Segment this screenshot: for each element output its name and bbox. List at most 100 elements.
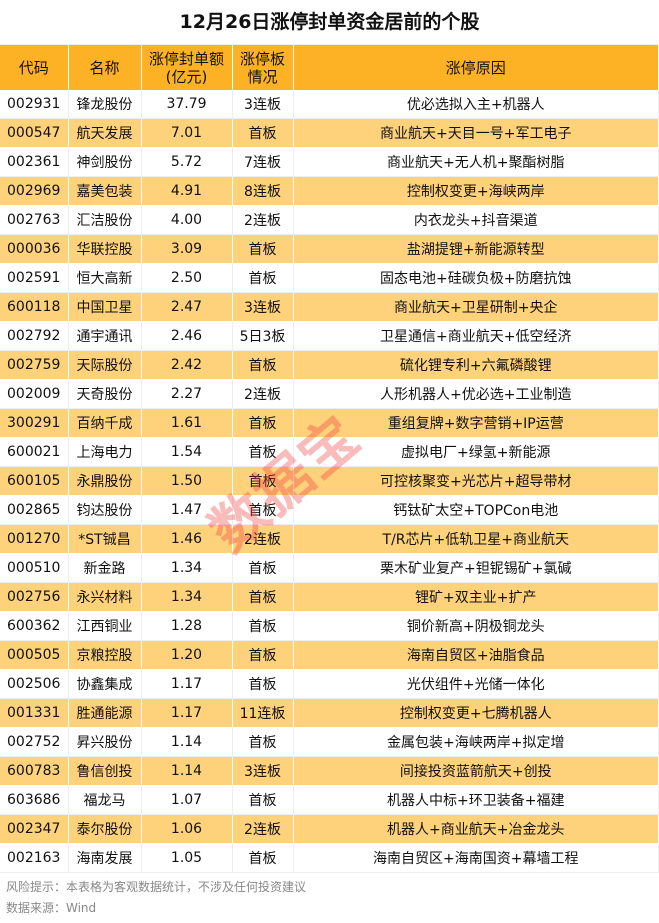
cell-seal-amount: 1.34	[141, 582, 233, 612]
cell-name: 锋龙股份	[68, 90, 142, 119]
cell-name: 昇兴股份	[68, 727, 142, 757]
cell-code: 000547	[0, 118, 69, 148]
page-title: 12月26日涨停封单资金居前的个股	[0, 0, 659, 45]
table-row: 600362 江西铜业 1.28 首板 铜价新高+阴极铜龙头	[0, 611, 659, 641]
cell-code: 001331	[0, 698, 69, 728]
cell-board-status: 首板	[232, 582, 294, 612]
cell-seal-amount: 3.09	[141, 234, 233, 264]
header-text: 代码	[18, 58, 49, 77]
cell-board-status: 11连板	[232, 698, 294, 728]
cell-code: 300291	[0, 408, 69, 438]
cell-board-status: 首板	[232, 640, 294, 670]
cell-name: 江西铜业	[68, 611, 142, 641]
table-row: 000510 新金路 1.34 首板 栗木矿业复产+钽铌锡矿+氯碱	[0, 553, 659, 583]
cell-reason: 盐湖提锂+新能源转型	[293, 234, 659, 264]
cell-board-status: 首板	[232, 437, 294, 467]
column-header-name: 名称	[68, 45, 142, 90]
cell-code: 000510	[0, 553, 69, 583]
cell-name: 汇洁股份	[68, 205, 142, 235]
table-row: 002009 天奇股份 2.27 2连板 人形机器人+优必选+工业制造	[0, 379, 659, 409]
header-text: 名称	[89, 58, 120, 77]
cell-board-status: 2连板	[232, 205, 294, 235]
cell-reason: 机器人中标+环卫装备+福建	[293, 785, 659, 815]
cell-seal-amount: 1.46	[141, 524, 233, 554]
cell-name: 嘉美包装	[68, 176, 142, 206]
cell-code: 002163	[0, 843, 69, 873]
cell-board-status: 2连板	[232, 814, 294, 844]
cell-code: 600118	[0, 292, 69, 322]
cell-board-status: 首板	[232, 843, 294, 873]
table-row: 002347 泰尔股份 1.06 2连板 机器人+商业航天+冶金龙头	[0, 814, 659, 844]
cell-name: 福龙马	[68, 785, 142, 815]
cell-reason: T/R芯片+低轨卫星+商业航天	[293, 524, 659, 554]
cell-reason: 卫星通信+商业航天+低空经济	[293, 321, 659, 351]
cell-name: 百纳千成	[68, 408, 142, 438]
cell-seal-amount: 1.20	[141, 640, 233, 670]
cell-seal-amount: 1.17	[141, 698, 233, 728]
cell-board-status: 首板	[232, 495, 294, 525]
cell-board-status: 2连板	[232, 524, 294, 554]
column-header-seal-amount: 涨停封单额 (亿元)	[141, 45, 233, 90]
cell-seal-amount: 1.05	[141, 843, 233, 873]
cell-name: 胜通能源	[68, 698, 142, 728]
limit-up-table: 代码 名称 涨停封单额 (亿元) 涨停板 情况 涨停原因 002931 锋龙股份 37.79 3连…	[0, 45, 659, 873]
cell-name: 海南发展	[68, 843, 142, 873]
cell-name: 神剑股份	[68, 147, 142, 177]
table-row: 600118 中国卫星 2.47 3连板 商业航天+卫星研制+央企	[0, 292, 659, 322]
table-row: 600021 上海电力 1.54 首板 虚拟电厂+绿氢+新能源	[0, 437, 659, 467]
cell-board-status: 首板	[232, 263, 294, 293]
cell-board-status: 3连板	[232, 756, 294, 786]
table-row: 002792 通宇通讯 2.46 5日3板 卫星通信+商业航天+低空经济	[0, 321, 659, 351]
cell-seal-amount: 4.00	[141, 205, 233, 235]
cell-name: 鲁信创投	[68, 756, 142, 786]
cell-seal-amount: 2.47	[141, 292, 233, 322]
cell-seal-amount: 1.28	[141, 611, 233, 641]
cell-seal-amount: 1.54	[141, 437, 233, 467]
cell-seal-amount: 5.72	[141, 147, 233, 177]
cell-code: 002361	[0, 147, 69, 177]
header-text: 情况	[247, 67, 278, 86]
table-row: 002759 天际股份 2.42 首板 硫化锂专利+六氟磷酸锂	[0, 350, 659, 380]
cell-reason: 金属包装+海峡两岸+拟定增	[293, 727, 659, 757]
cell-board-status: 首板	[232, 118, 294, 148]
cell-reason: 栗木矿业复产+钽铌锡矿+氯碱	[293, 553, 659, 583]
cell-code: 002763	[0, 205, 69, 235]
cell-seal-amount: 1.14	[141, 756, 233, 786]
cell-board-status: 首板	[232, 727, 294, 757]
cell-name: 恒大高新	[68, 263, 142, 293]
cell-reason: 海南自贸区+海南国资+幕墙工程	[293, 843, 659, 873]
table-header: 代码 名称 涨停封单额 (亿元) 涨停板 情况 涨停原因	[0, 45, 659, 90]
cell-board-status: 首板	[232, 785, 294, 815]
cell-seal-amount: 2.50	[141, 263, 233, 293]
cell-name: 钧达股份	[68, 495, 142, 525]
cell-seal-amount: 37.79	[141, 90, 233, 119]
cell-reason: 内衣龙头+抖音渠道	[293, 205, 659, 235]
cell-code: 002756	[0, 582, 69, 612]
cell-seal-amount: 4.91	[141, 176, 233, 206]
table-row: 603686 福龙马 1.07 首板 机器人中标+环卫装备+福建	[0, 785, 659, 815]
cell-name: 华联控股	[68, 234, 142, 264]
cell-reason: 钙钛矿太空+TOPCon电池	[293, 495, 659, 525]
cell-reason: 可控核聚变+光芯片+超导带材	[293, 466, 659, 496]
cell-name: 中国卫星	[68, 292, 142, 322]
cell-name: 永兴材料	[68, 582, 142, 612]
cell-name: 通宇通讯	[68, 321, 142, 351]
cell-code: 002865	[0, 495, 69, 525]
table-row: 000036 华联控股 3.09 首板 盐湖提锂+新能源转型	[0, 234, 659, 264]
table-row: 002591 恒大高新 2.50 首板 固态电池+硅碳负极+防磨抗蚀	[0, 263, 659, 293]
cell-name: *ST铖昌	[68, 524, 142, 554]
cell-code: 600105	[0, 466, 69, 496]
cell-code: 002506	[0, 669, 69, 699]
cell-reason: 商业航天+天目一号+军工电子	[293, 118, 659, 148]
cell-board-status: 5日3板	[232, 321, 294, 351]
table-row: 002752 昇兴股份 1.14 首板 金属包装+海峡两岸+拟定增	[0, 727, 659, 757]
table-row: 000547 航天发展 7.01 首板 商业航天+天目一号+军工电子	[0, 118, 659, 148]
cell-seal-amount: 1.17	[141, 669, 233, 699]
column-header-code: 代码	[0, 45, 69, 90]
cell-reason: 机器人+商业航天+冶金龙头	[293, 814, 659, 844]
cell-board-status: 3连板	[232, 292, 294, 322]
cell-code: 000036	[0, 234, 69, 264]
cell-reason: 铜价新高+阴极铜龙头	[293, 611, 659, 641]
cell-code: 600362	[0, 611, 69, 641]
table-row: 600105 永鼎股份 1.50 首板 可控核聚变+光芯片+超导带材	[0, 466, 659, 496]
